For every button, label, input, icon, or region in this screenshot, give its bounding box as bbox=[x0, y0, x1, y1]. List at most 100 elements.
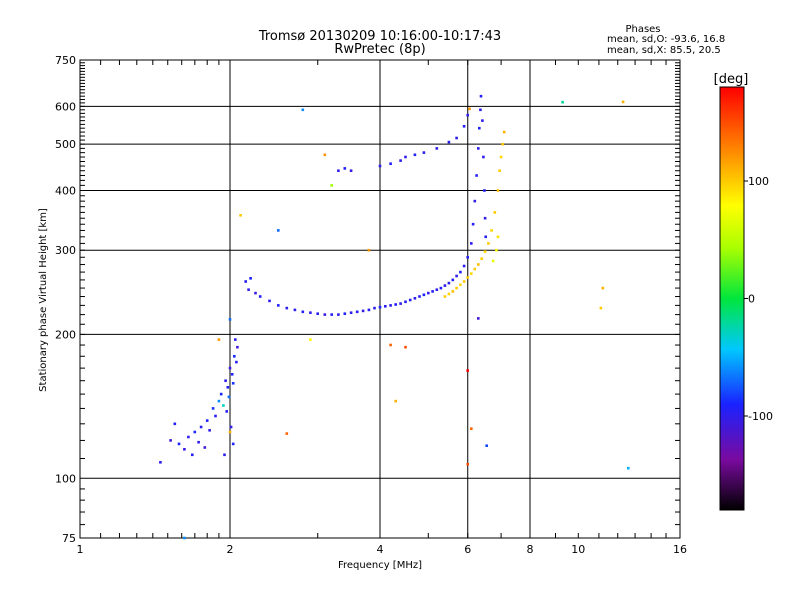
data-point bbox=[422, 151, 426, 154]
data-point bbox=[208, 429, 211, 432]
x-tick-label: 2 bbox=[227, 543, 234, 556]
data-point bbox=[169, 439, 172, 442]
data-point bbox=[466, 369, 469, 372]
colorbar-label: [deg] bbox=[714, 72, 749, 87]
x-axis-label: Frequency [MHz] bbox=[338, 560, 422, 571]
chart-title: Tromsø 20130209 10:16:00-10:17:43 bbox=[258, 29, 501, 44]
data-point bbox=[343, 167, 347, 170]
data-point bbox=[496, 235, 500, 239]
data-point bbox=[470, 272, 473, 275]
x-tick-label: 1 bbox=[77, 543, 84, 556]
data-point bbox=[477, 147, 480, 150]
data-point bbox=[230, 373, 234, 376]
data-point bbox=[367, 308, 371, 312]
data-point bbox=[191, 453, 194, 457]
data-point bbox=[384, 305, 387, 308]
data-point bbox=[159, 461, 162, 464]
y-tick-label: 750 bbox=[55, 54, 76, 67]
data-point bbox=[224, 379, 227, 382]
data-point bbox=[323, 153, 327, 157]
data-point bbox=[177, 442, 181, 446]
data-point bbox=[427, 291, 430, 295]
data-point bbox=[203, 446, 207, 449]
data-point bbox=[447, 292, 451, 296]
data-point bbox=[373, 306, 376, 310]
colorbar-tick-label: -100 bbox=[748, 410, 773, 423]
data-point bbox=[239, 214, 242, 217]
data-point bbox=[225, 410, 228, 413]
data-point bbox=[337, 313, 340, 316]
data-point bbox=[293, 308, 297, 312]
data-point bbox=[214, 414, 217, 418]
data-point bbox=[473, 199, 477, 203]
data-point bbox=[462, 280, 466, 283]
data-point bbox=[378, 305, 382, 309]
data-point bbox=[484, 235, 487, 239]
data-points bbox=[159, 94, 630, 540]
data-point bbox=[361, 309, 365, 313]
data-point bbox=[470, 242, 473, 245]
data-point bbox=[443, 284, 447, 287]
data-point bbox=[222, 404, 225, 407]
data-point bbox=[491, 259, 495, 263]
colorbar-gradient bbox=[719, 86, 745, 511]
data-point bbox=[217, 399, 221, 403]
data-point bbox=[301, 310, 305, 314]
data-point bbox=[493, 211, 497, 214]
data-point bbox=[413, 297, 417, 300]
data-point bbox=[479, 94, 483, 98]
data-point bbox=[199, 425, 203, 429]
data-point bbox=[404, 345, 407, 349]
y-tick-label: 400 bbox=[55, 184, 76, 197]
data-point bbox=[487, 242, 490, 245]
data-point bbox=[478, 126, 481, 130]
data-point bbox=[399, 302, 402, 305]
data-point bbox=[481, 119, 484, 122]
data-point bbox=[235, 360, 238, 364]
data-point bbox=[470, 427, 473, 430]
y-tick-label: 500 bbox=[55, 138, 76, 151]
y-tick-label: 200 bbox=[55, 328, 76, 341]
x-tick-label: 8 bbox=[527, 543, 534, 556]
data-point bbox=[258, 295, 262, 298]
data-point bbox=[394, 399, 397, 403]
data-point bbox=[495, 248, 498, 252]
data-point bbox=[599, 306, 603, 310]
data-point bbox=[389, 343, 392, 347]
data-point bbox=[277, 304, 280, 307]
data-point bbox=[413, 153, 417, 157]
data-point bbox=[231, 442, 235, 446]
data-point bbox=[496, 189, 500, 192]
data-point bbox=[355, 310, 359, 314]
x-tick-label: 16 bbox=[673, 543, 687, 556]
colorbar-tick-label: 100 bbox=[748, 175, 769, 188]
data-point bbox=[367, 248, 371, 252]
grid-lines bbox=[80, 60, 680, 538]
data-point bbox=[389, 162, 392, 165]
data-point bbox=[483, 216, 487, 220]
data-point bbox=[228, 318, 232, 321]
data-point bbox=[455, 136, 458, 140]
data-point bbox=[473, 267, 477, 271]
data-point bbox=[477, 317, 480, 320]
data-point bbox=[228, 430, 232, 434]
data-point bbox=[466, 113, 469, 117]
data-point bbox=[223, 453, 226, 457]
data-point bbox=[234, 338, 237, 341]
data-point bbox=[466, 462, 469, 466]
data-point bbox=[498, 169, 501, 172]
chart-subtitle: RwPretec (8p) bbox=[334, 42, 425, 57]
data-point bbox=[229, 425, 233, 429]
data-point bbox=[378, 164, 382, 168]
data-point bbox=[233, 355, 236, 358]
x-tick-label: 6 bbox=[464, 543, 471, 556]
data-point bbox=[447, 281, 451, 285]
data-point bbox=[330, 313, 333, 316]
data-point bbox=[418, 295, 421, 298]
data-point bbox=[404, 155, 407, 159]
data-point bbox=[455, 274, 458, 278]
minor-ticks bbox=[80, 60, 680, 538]
data-point bbox=[394, 303, 397, 306]
data-point bbox=[316, 312, 319, 315]
data-point bbox=[435, 288, 439, 291]
